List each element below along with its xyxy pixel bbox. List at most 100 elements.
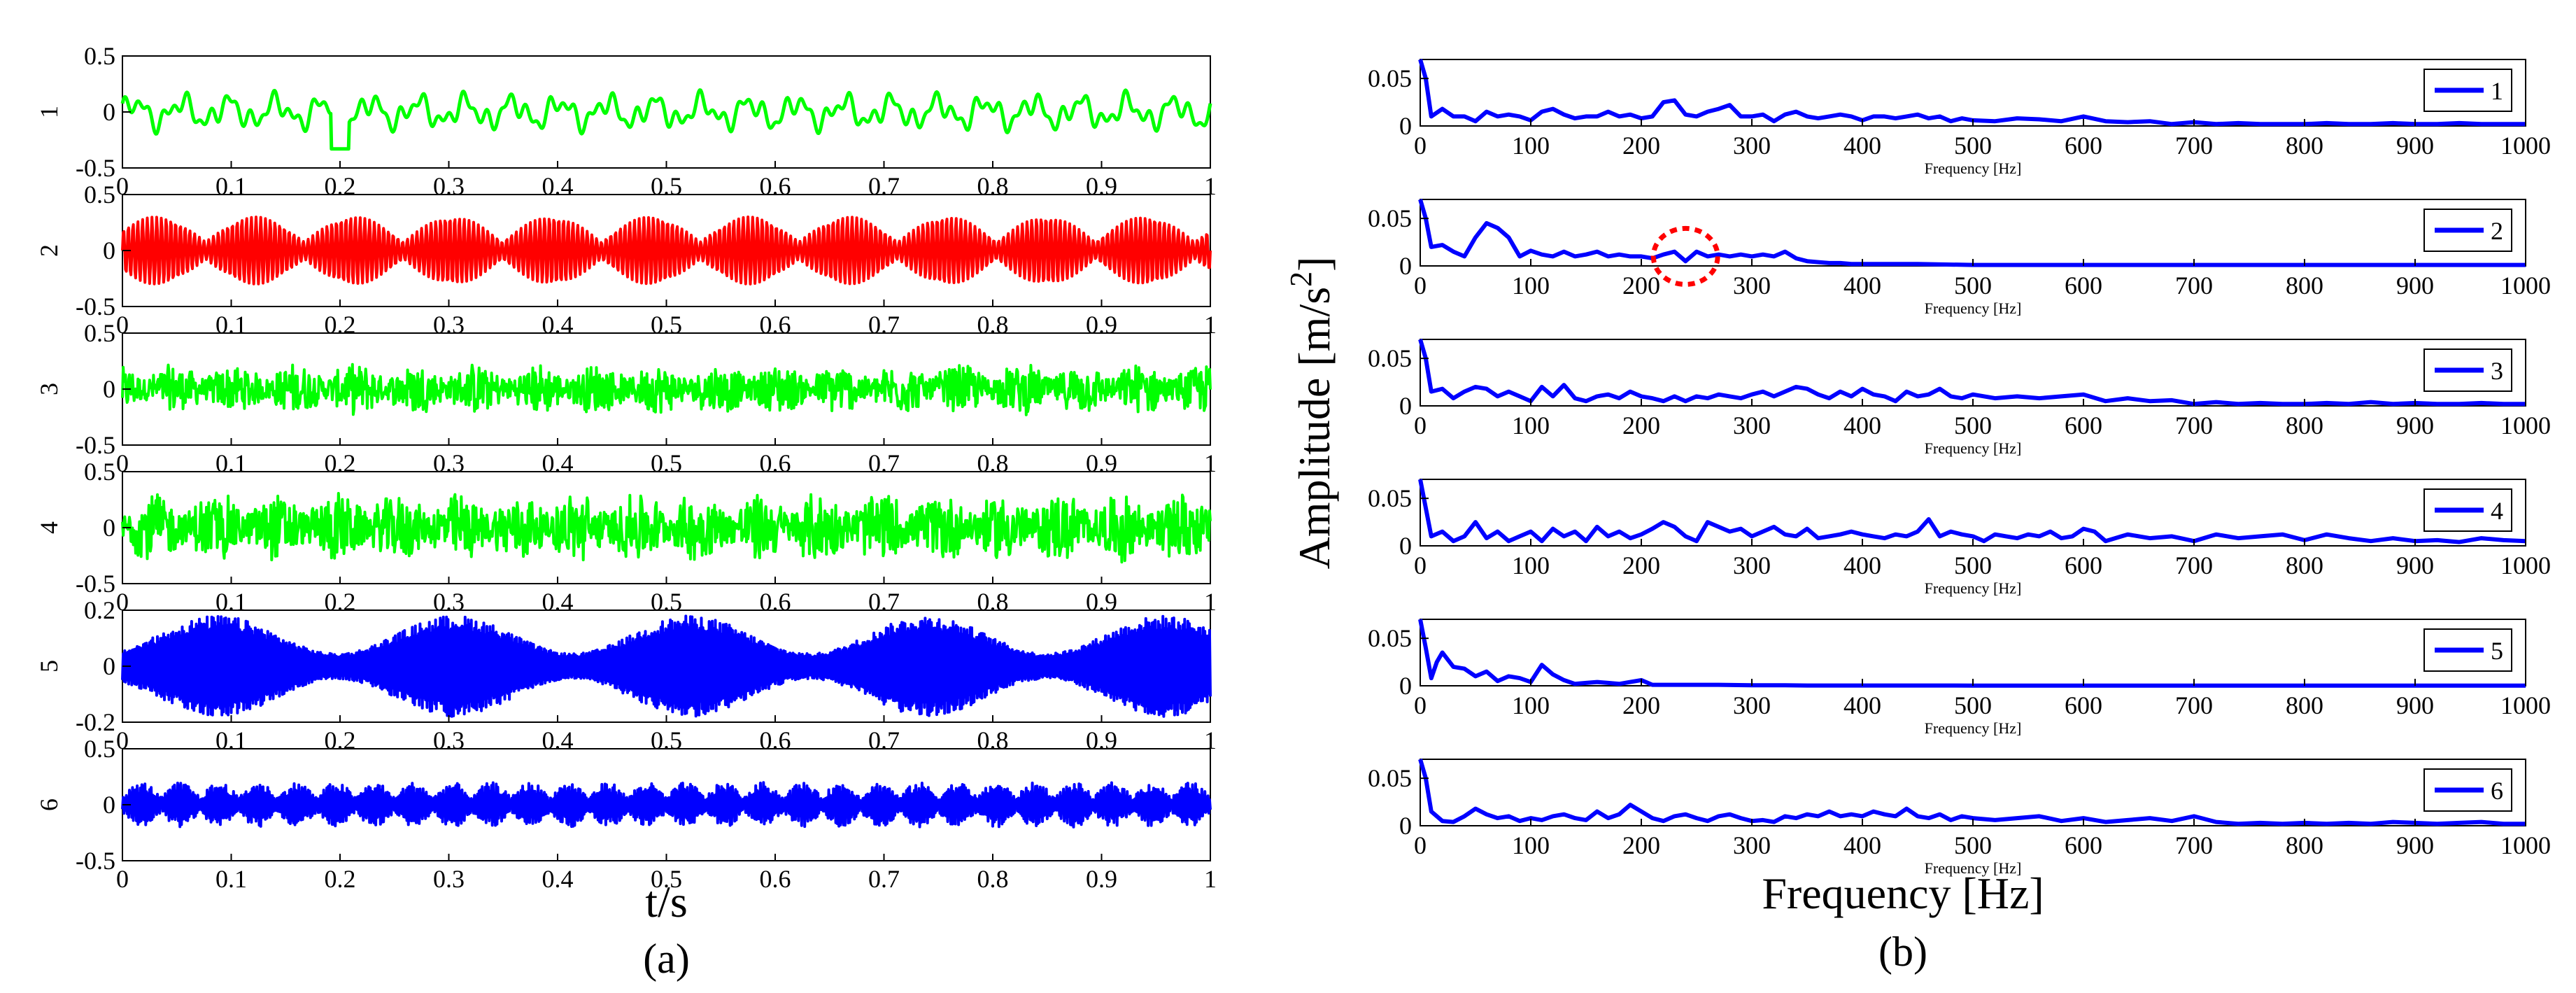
spectrum-panel-6: 0.05 00 100 200 300 400 500 600 700 800 900 1000 Fre…	[1368, 759, 2551, 877]
signal-index-label: 5	[35, 660, 63, 672]
x-tick-label: 400	[1843, 272, 1881, 300]
x-tick-label: 200	[1622, 551, 1660, 579]
ylabel-main: Amplitude [m/s	[1289, 287, 1339, 570]
x-tick-label: 600	[2065, 691, 2102, 719]
x-tick-label: 700	[2175, 411, 2213, 439]
signal-line-1	[120, 88, 1212, 151]
x-tick-label: 300	[1733, 551, 1771, 579]
x-tick-label: 0	[1414, 831, 1427, 859]
x-tick-label: 800	[2286, 132, 2323, 160]
ylabel-superscript: 2	[1284, 272, 1318, 287]
x-tick-label: 200	[1622, 272, 1660, 300]
y-tick-label: 0.5	[84, 42, 115, 70]
x-tick-label: 500	[1954, 272, 1992, 300]
x-tick-label: 300	[1733, 691, 1771, 719]
x-tick-label: 1000	[2500, 551, 2551, 579]
panel-xlabel: Frequency [Hz]	[1925, 719, 2022, 737]
y-tick-label: 0.5	[84, 319, 115, 347]
x-tick-label: 700	[2175, 831, 2213, 859]
x-tick-label: 400	[1843, 132, 1881, 160]
panel-xlabel: Frequency [Hz]	[1925, 439, 2022, 457]
x-tick-label: 900	[2396, 831, 2434, 859]
signal-index-label: 1	[35, 106, 63, 118]
y-tick-label: 0.05	[1368, 484, 1412, 512]
x-tick-label: 500	[1954, 132, 1992, 160]
ylabel-close: ]	[1289, 257, 1339, 272]
signal-index-label: 2	[35, 244, 63, 257]
x-tick-label: 300	[1733, 272, 1771, 300]
signal-line-4	[121, 492, 1212, 564]
x-tick-label: 500	[1954, 551, 1992, 579]
y-tick-label: 0	[103, 237, 115, 265]
x-tick-label: 0	[116, 865, 129, 893]
y-tick-label: 0	[1399, 672, 1412, 700]
x-tick-label: 0	[1414, 411, 1427, 439]
y-tick-label: -0.5	[76, 431, 115, 459]
x-tick-label: 0.1	[215, 865, 247, 893]
x-tick-label: 1000	[2500, 831, 2551, 859]
spectrum-line-4	[1418, 479, 2526, 544]
x-tick-label: 900	[2396, 272, 2434, 300]
y-tick-label: 0.05	[1368, 344, 1412, 372]
x-tick-label: 1	[1204, 311, 1217, 339]
x-tick-label: 700	[2175, 691, 2213, 719]
panel-a: 0.50-0.50 0.1 0.2 0.3 0.4 0.5 0.6 0.7 0.8 0.9 110.…	[35, 42, 1217, 982]
x-tick-label: 0.5	[651, 865, 682, 893]
x-tick-label: 800	[2286, 831, 2323, 859]
spectrum-line-2	[1418, 199, 2526, 267]
x-tick-label: 900	[2396, 691, 2434, 719]
x-tick-label: 1	[1204, 865, 1217, 893]
signal-panel-1: 0.50-0.50 0.1 0.2 0.3 0.4 0.5 0.6 0.7 0.8 0.9 11	[35, 42, 1217, 200]
x-tick-label: 1	[1204, 172, 1217, 200]
panel-xlabel: Frequency [Hz]	[1925, 859, 2022, 877]
spectrum-line-1	[1418, 59, 2526, 127]
signal-line-6	[121, 781, 1212, 829]
x-tick-label: 800	[2286, 551, 2323, 579]
x-tick-label: 300	[1733, 831, 1771, 859]
x-tick-label: 0	[116, 449, 129, 477]
signal-index-label: 4	[35, 521, 63, 534]
x-tick-label: 0.4	[542, 865, 574, 893]
signal-panel-5: 0.20-0.20 0.1 0.2 0.3 0.4 0.5 0.6 0.7 0.8 0.9 15	[35, 596, 1217, 754]
x-tick-label: 700	[2175, 551, 2213, 579]
spectrum-panel-2: 0.05 00 100 200 300 400 500 600 700 800 900 1000 Fre…	[1368, 199, 2551, 317]
y-tick-label: 0	[1399, 532, 1412, 560]
signal-line-5	[121, 614, 1212, 718]
x-tick-label: 1	[1204, 726, 1217, 754]
spectrum-line-6	[1418, 759, 2526, 826]
x-tick-label: 100	[1512, 831, 1550, 859]
x-tick-label: 100	[1512, 411, 1550, 439]
legend-label: 5	[2491, 637, 2503, 665]
x-tick-label: 900	[2396, 411, 2434, 439]
spectrum-axes-box	[1420, 759, 2526, 826]
x-tick-label: 700	[2175, 272, 2213, 300]
x-tick-label: 500	[1954, 411, 1992, 439]
x-tick-label: 0.2	[325, 865, 356, 893]
y-tick-label: 0.5	[84, 181, 115, 209]
signal-panel-2: 0.50-0.50 0.1 0.2 0.3 0.4 0.5 0.6 0.7 0.8 0.9 12	[35, 181, 1217, 339]
x-tick-label: 1000	[2500, 411, 2551, 439]
y-tick-label: -0.5	[76, 570, 115, 598]
x-tick-label: 700	[2175, 132, 2213, 160]
panel-xlabel: Frequency [Hz]	[1925, 160, 2022, 177]
y-tick-label: 0	[1399, 812, 1412, 840]
x-tick-label: 600	[2065, 551, 2102, 579]
x-tick-label: 0.3	[433, 865, 465, 893]
signal-index-label: 3	[35, 383, 63, 395]
y-tick-label: 0	[103, 652, 115, 680]
x-tick-label: 400	[1843, 691, 1881, 719]
x-tick-label: 800	[2286, 691, 2323, 719]
x-tick-label: 500	[1954, 691, 1992, 719]
x-tick-label: 900	[2396, 551, 2434, 579]
spectrum-panel-1: 0.05 00 100 200 300 400 500 600 700 800 900 1000 Fre…	[1368, 59, 2551, 177]
legend-label: 1	[2491, 77, 2503, 105]
x-tick-label: 0.7	[868, 865, 900, 893]
x-tick-label: 0	[1414, 132, 1427, 160]
x-tick-label: 100	[1512, 132, 1550, 160]
spectrum-line-5	[1418, 619, 2526, 688]
x-tick-label: 0.9	[1086, 865, 1117, 893]
x-tick-label: 1000	[2500, 691, 2551, 719]
signal-line-2	[121, 216, 1212, 286]
panel-xlabel: Frequency [Hz]	[1925, 300, 2022, 317]
